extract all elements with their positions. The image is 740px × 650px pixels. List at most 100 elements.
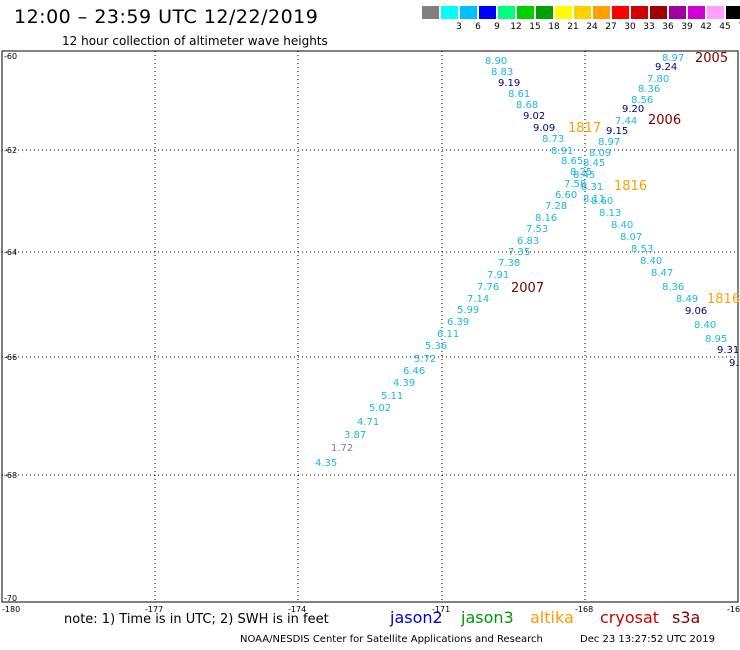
wave-height-reading: 7.38 (498, 258, 520, 269)
wave-height-reading: 7.44 (615, 116, 637, 127)
wave-height-reading: 8.61 (508, 89, 530, 100)
wave-height-reading: 7.35 (508, 247, 530, 258)
latitude-label: -66 (4, 353, 17, 362)
pass-time-label: 1816 (614, 179, 647, 194)
footer-note: note: 1) Time is in UTC; 2) SWH is in fe… (64, 612, 329, 627)
wave-height-reading: 6.60 (555, 190, 577, 201)
wave-height-reading: 8.45 (573, 170, 595, 181)
wave-height-reading: 5.72 (414, 354, 436, 365)
legend-label: 39 (681, 22, 693, 32)
legend-swatch (441, 6, 458, 19)
wave-height-reading: 8.53 (631, 244, 653, 255)
wave-height-reading: 7.58 (564, 179, 586, 190)
wave-height-reading: 8.45 (583, 158, 605, 169)
legend-swatch (574, 6, 591, 19)
wave-height-reading: 8.40 (694, 320, 716, 331)
legend-label: 21 (567, 22, 579, 32)
legend-swatch (498, 6, 515, 19)
satellite-name: s3a (672, 608, 701, 627)
wave-height-reading: 8.97 (662, 53, 684, 64)
latitude-label: -70 (4, 594, 17, 603)
legend-swatch (536, 6, 553, 19)
legend-label: 6 (475, 22, 481, 32)
wave-height-reading: 6.39 (447, 317, 469, 328)
pass-time-label: 1817 (568, 121, 601, 136)
legend-swatch (460, 6, 477, 19)
latitude-label: -60 (4, 52, 17, 61)
wave-height-reading: 8.83 (491, 67, 513, 78)
wave-height-reading: 7.91 (487, 270, 509, 281)
wave-height-reading: 7.76 (477, 282, 499, 293)
latitude-label: -62 (4, 146, 17, 155)
timestamp: Dec 23 13:27:52 UTC 2019 (580, 634, 715, 645)
wave-height-reading: 4.71 (357, 417, 379, 428)
legend-label: 9 (494, 22, 500, 32)
wave-height-reading: 6.11 (437, 329, 459, 340)
pass-time-label: 2007 (511, 281, 544, 296)
wave-height-reading: 9. (729, 358, 739, 369)
wave-height-reading: 8.90 (485, 56, 507, 67)
wave-height-reading: 5.99 (457, 305, 479, 316)
legend-swatch (650, 6, 667, 19)
legend-label: 3 (456, 22, 462, 32)
wave-height-reading: 8.91 (551, 146, 573, 157)
wave-height-reading: 8.60 (591, 196, 613, 207)
legend-label: 30 (624, 22, 636, 32)
latitude-label: -68 (4, 471, 17, 480)
wave-height-reading: 7.53 (526, 224, 548, 235)
wave-height-reading: 8.68 (516, 100, 538, 111)
wave-height-reading: 8.31 (581, 182, 603, 193)
longitude-label: -180 (2, 605, 20, 614)
legend-label: 18 (548, 22, 560, 32)
wave-height-reading: 7.28 (545, 201, 567, 212)
wave-height-reading: 8.40 (611, 220, 633, 231)
longitude-label: -171 (432, 605, 450, 614)
wave-height-reading: 9.20 (622, 104, 644, 115)
page-subtitle: 12 hour collection of altimeter wave hei… (62, 34, 328, 48)
wave-height-reading: 7.80 (647, 74, 669, 85)
credit-text: NOAA/NESDIS Center for Satellite Applica… (240, 634, 543, 645)
longitude-label: -174 (288, 605, 306, 614)
wave-height-reading: 4.39 (393, 378, 415, 389)
pass-time-label: 1816 (707, 292, 740, 307)
wave-height-reading: 9.24 (655, 62, 677, 73)
wave-height-reading: 5.36 (425, 341, 447, 352)
wave-height-reading: 9.09 (533, 123, 555, 134)
wave-height-reading: 6.83 (517, 236, 539, 247)
legend-swatch (669, 6, 686, 19)
wave-height-reading: 9.15 (606, 126, 628, 137)
wave-height-reading: 8.56 (631, 95, 653, 106)
wave-height-reading: 8.95 (705, 334, 727, 345)
legend-label: 12 (510, 22, 522, 32)
wave-height-reading: 7.14 (467, 294, 489, 305)
wave-height-reading: 6.46 (403, 366, 425, 377)
wave-height-reading: 8.11 (583, 194, 605, 205)
satellite-name: altika (530, 608, 574, 627)
legend-swatch (422, 6, 439, 19)
legend-label: 24 (586, 22, 598, 32)
wave-height-reading: 8.16 (535, 213, 557, 224)
wave-height-reading: 8.47 (651, 268, 673, 279)
wave-height-reading: 8.97 (598, 137, 620, 148)
wave-height-reading: 4.35 (315, 458, 337, 469)
legend-label: 42 (700, 22, 712, 32)
longitude-label: -177 (145, 605, 163, 614)
legend-swatch (479, 6, 496, 19)
longitude-label: -16 (727, 605, 740, 614)
satellite-name: jason2 (390, 608, 443, 627)
satellite-name: cryosat (600, 608, 660, 627)
legend-swatch (726, 6, 740, 19)
wave-height-reading: 8.09 (589, 148, 611, 159)
legend-label: 70 (734, 22, 740, 32)
legend-label: 45 (719, 22, 731, 32)
wave-height-reading: 8.36 (662, 282, 684, 293)
wave-height-reading: 8.73 (542, 134, 564, 145)
wave-height-reading: 1.72 (331, 443, 353, 454)
legend-swatch (612, 6, 629, 19)
wave-height-reading: 8.49 (676, 294, 698, 305)
latitude-label: -64 (4, 248, 17, 257)
map-frame (1, 50, 739, 603)
wave-height-reading: 8.65 (561, 156, 583, 167)
wave-height-reading: 5.02 (369, 403, 391, 414)
page-title: 12:00 – 23:59 UTC 12/22/2019 (14, 6, 319, 28)
